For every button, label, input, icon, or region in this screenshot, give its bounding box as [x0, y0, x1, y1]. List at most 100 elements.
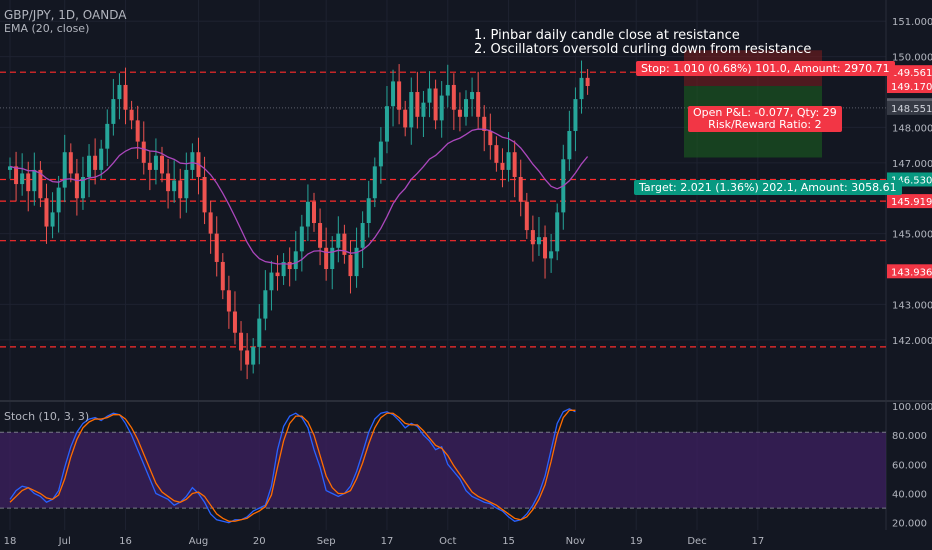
open-pl-text: Open P&L: -0.077, Qty: 29 — [693, 106, 837, 119]
candle-body — [123, 84, 128, 110]
open-pl-label[interactable]: Open P&L: -0.077, Qty: 29 Risk/Reward Ra… — [688, 106, 842, 132]
candle-body — [536, 237, 541, 245]
candle-body — [275, 272, 280, 277]
candle-body — [348, 254, 353, 277]
time-tick-label: Dec — [687, 536, 706, 547]
time-tick-label: 18 — [4, 536, 17, 547]
candle-body — [549, 251, 554, 259]
stoch-tick-label: 20.000 — [892, 519, 927, 530]
time-axis: 18 Jul 16 Aug 20 Sep 17 Oct 15 Nov 19 Dec 17 — [4, 536, 765, 547]
candle-body — [427, 88, 432, 103]
candle-body — [141, 141, 146, 163]
candle-body — [445, 84, 450, 96]
price-label-box — [887, 100, 932, 115]
candle-body — [172, 180, 177, 192]
price-tick-label: 151.000 — [892, 17, 932, 28]
stoch-legend: Stoch (10, 3, 3) — [4, 410, 90, 423]
candle-body — [80, 176, 85, 199]
candle-body — [232, 311, 237, 333]
ema-legend: EMA (20, close) — [4, 22, 90, 35]
candle-body — [421, 102, 426, 117]
candle-body — [135, 120, 140, 142]
time-tick-label: Nov — [566, 536, 586, 547]
candle-body — [20, 173, 25, 185]
time-tick-label: 17 — [751, 536, 764, 547]
candle-body — [44, 198, 49, 227]
candle-body — [378, 141, 383, 167]
candle-body — [555, 212, 560, 252]
candle-body — [14, 166, 19, 185]
candle-body — [93, 155, 98, 170]
candle-body — [299, 226, 304, 252]
ema-line — [9, 128, 589, 265]
candle-body — [464, 99, 468, 117]
time-tick-label: 15 — [502, 536, 515, 547]
candle-body — [8, 166, 12, 170]
candle-body — [397, 81, 402, 110]
price-label: 149.561 — [891, 68, 932, 79]
note-1: 1. Pinbar daily candle close at resistan… — [474, 28, 740, 43]
time-tick-label: 16 — [119, 536, 132, 547]
candle-body — [451, 84, 456, 110]
time-tick-label: Oct — [439, 536, 456, 547]
candle-body — [403, 109, 408, 128]
price-tick-label: 148.000 — [892, 123, 932, 134]
candle-body — [324, 247, 329, 270]
candle-body — [105, 123, 110, 149]
stop-label[interactable]: Stop: 1.010 (0.68%) 101.0, Amount: 2970.… — [636, 61, 895, 76]
candle-body — [99, 148, 104, 170]
candle-body — [585, 77, 590, 87]
candle-body — [372, 166, 377, 199]
candle-body — [336, 233, 341, 248]
candle-body — [226, 290, 231, 312]
candle-body — [457, 109, 462, 117]
candle-body — [38, 169, 43, 199]
candle-body — [415, 92, 420, 117]
candle-body — [439, 95, 444, 121]
time-tick-label: Jul — [58, 536, 71, 547]
price-tick-label: 143.000 — [892, 300, 932, 311]
candle-body — [87, 155, 92, 177]
candle-body — [318, 223, 323, 248]
candle-body — [111, 99, 116, 124]
price-tick-label: 147.000 — [892, 159, 932, 170]
candle-body — [567, 130, 572, 160]
price-label-box — [887, 65, 932, 80]
candle-body — [166, 173, 171, 192]
candle-body — [409, 92, 414, 128]
candle-body — [74, 173, 79, 199]
price-axis: 142.000 143.000 145.000 147.000 148.000 150.0… — [887, 17, 932, 530]
candle-body — [476, 92, 481, 117]
candle-body — [433, 88, 438, 121]
price-label: 149.170 — [891, 82, 932, 93]
candle-body — [56, 187, 61, 213]
candle-body — [293, 251, 298, 270]
candle-body — [153, 155, 158, 170]
price-tick-label: 145.000 — [892, 230, 932, 241]
stochastic-panel — [0, 408, 886, 524]
candle-body — [202, 176, 207, 213]
candle-body — [239, 332, 244, 351]
price-tick-label: 142.000 — [892, 336, 932, 347]
candle-body — [220, 261, 225, 291]
candle-body — [482, 116, 487, 131]
candle-body — [68, 152, 73, 174]
candle-body — [62, 152, 67, 188]
time-tick-label: Aug — [189, 536, 209, 547]
candle-body — [579, 77, 584, 100]
candle-body — [506, 152, 511, 170]
price-label: 145.919 — [891, 197, 932, 208]
target-label[interactable]: Target: 2.021 (1.36%) 202.1, Amount: 305… — [634, 180, 902, 195]
candle-body — [178, 180, 183, 199]
candle-body — [32, 169, 37, 192]
stoch-band — [0, 432, 886, 509]
stoch-tick-label: 80.000 — [892, 431, 927, 442]
stoch-tick-label: 100.000 — [892, 402, 932, 413]
candle-body — [573, 99, 578, 131]
candle-body — [494, 145, 499, 163]
candle-body — [117, 84, 122, 100]
candle-body — [184, 169, 189, 199]
candle-body — [518, 176, 523, 202]
ema-path — [9, 128, 589, 265]
